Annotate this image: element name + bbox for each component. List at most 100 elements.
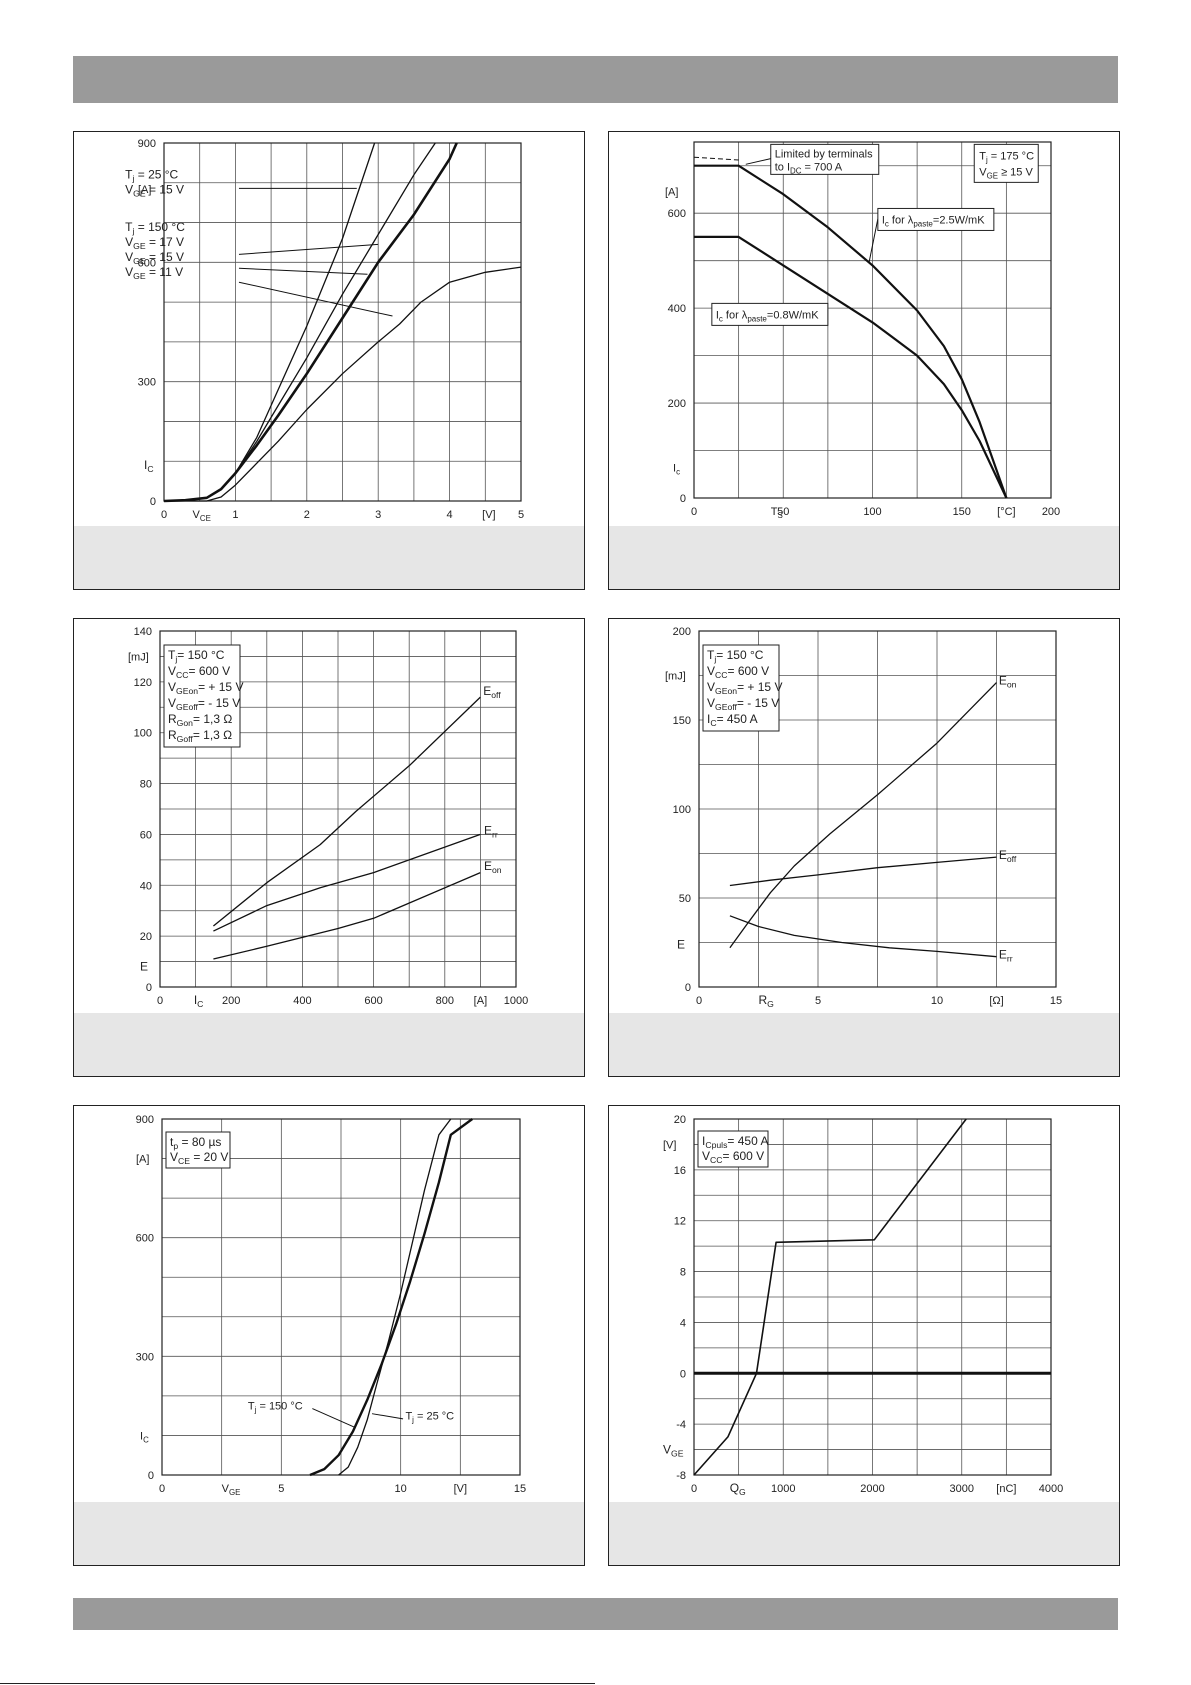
conditions-box-row-5: RGon= 1,3 Ω [168, 712, 232, 728]
y-tick-label: 0 [150, 496, 156, 508]
y-tick-label: 900 [138, 138, 156, 150]
label-tj-150-leader [312, 1408, 356, 1428]
label-tj-150: Tj = 150 °C [248, 1401, 303, 1415]
caption-6 [609, 1502, 1119, 1565]
plot-area [693, 141, 1052, 499]
conditions-box-row-4: VGEoff= - 15 V [707, 696, 779, 712]
series-line-2 [694, 235, 1008, 499]
y-tick-label: 900 [136, 1114, 154, 1126]
conditions-box-row-1: ICpuls= 450 A [702, 1134, 768, 1150]
y-tick-label: 80 [140, 779, 152, 791]
x-tick-label: 200 [222, 995, 240, 1007]
conditions-box-row-3: VGEon= + 15 V [168, 680, 243, 696]
header-bar [73, 56, 1118, 103]
conditions-box-row-2: VCC= 600 V [702, 1149, 764, 1165]
series-line-3 [213, 872, 481, 960]
x-tick-label: 15 [1050, 995, 1062, 1007]
chart-4: 0 50 100 150 200 0 5 10 15 RG [Ω] [mJ] E Tj= 150 °CVC… [665, 626, 1062, 1009]
annotation-150c-row-2: VGE = 17 V [125, 235, 184, 251]
caption-5 [74, 1502, 584, 1565]
chart-2: 0 200 400 600 0 50 100 150 200 TS [°C] [A] Ic Limited… [665, 141, 1060, 520]
x-tick-label: 100 [863, 506, 881, 518]
annotation-25c-row-1: Tj = 25 °C [125, 168, 178, 184]
y-tick-label: 300 [138, 377, 156, 389]
y-axis-unit: [A] [136, 1154, 149, 1166]
y-tick-label: 4 [680, 1317, 686, 1329]
x-tick-label: 0 [161, 509, 167, 521]
y-tick-label: 0 [685, 982, 691, 994]
plot-frame [693, 1118, 1052, 1476]
annotation-conditions-vge: VGE ≥ 15 V [979, 166, 1033, 180]
conditions-box [697, 1130, 769, 1168]
caption-3 [74, 1013, 584, 1076]
plot-area [698, 630, 1057, 988]
x-tick-label: 800 [436, 995, 454, 1007]
annotation-leader-3 [238, 281, 393, 317]
y-axis-label: E [140, 960, 148, 974]
panel-transfer-characteristic: 0 300 600 900 0 5 10 15 VGE [V] [A] IC tp = 80 µs VCE… [73, 1105, 585, 1566]
x-axis-label: IC [194, 993, 204, 1009]
chart-5: 0 300 600 900 0 5 10 15 VGE [V] [A] IC tp = 80 µsVCE… [136, 1114, 526, 1497]
label-eon: Eon [484, 859, 502, 875]
series-line-3 [729, 915, 997, 958]
y-tick-label: 600 [136, 1233, 154, 1245]
y-axis-label: VGE [663, 1443, 684, 1459]
y-axis-label: IC [140, 1430, 149, 1444]
y-tick-label: 120 [134, 677, 152, 689]
caption-2 [609, 526, 1119, 589]
x-axis-label: QG [730, 1481, 746, 1497]
conditions-box-row-6: RGoff= 1,3 Ω [168, 728, 232, 744]
conditions-box-row-2: VCC= 600 V [168, 664, 230, 680]
y-tick-label: 600 [138, 257, 156, 269]
x-tick-label: 5 [815, 995, 821, 1007]
x-axis-unit: [V] [454, 1483, 467, 1495]
footer-bar [73, 1598, 1118, 1630]
x-tick-label: 0 [157, 995, 163, 1007]
x-axis-unit: [V] [482, 509, 495, 521]
label-eon: Eon [999, 674, 1017, 690]
x-tick-label: 10 [931, 995, 943, 1007]
y-axis-unit: [A] [665, 186, 678, 198]
series-line-2 [163, 142, 436, 502]
caption-1 [74, 526, 584, 589]
y-tick-label: -4 [676, 1419, 686, 1431]
y-tick-label: 300 [136, 1351, 154, 1363]
x-tick-label: 3000 [950, 1483, 974, 1495]
x-axis-unit: [°C] [997, 506, 1015, 518]
label-eoff: Eoff [999, 848, 1017, 864]
y-tick-label: 50 [679, 893, 691, 905]
y-tick-label: 150 [673, 715, 691, 727]
x-axis-label: RG [759, 993, 775, 1009]
y-axis-unit: [V] [663, 1139, 676, 1151]
label-eoff: Eoff [483, 684, 501, 700]
x-tick-label: 1 [232, 509, 238, 521]
plot-frame [161, 1118, 521, 1476]
annotation-lambda25-text: Ic for λpaste=2.5W/mK [882, 214, 985, 228]
x-tick-label: 1000 [771, 1483, 795, 1495]
caption-4 [609, 1013, 1119, 1076]
x-tick-label: 600 [364, 995, 382, 1007]
x-tick-label: 0 [691, 1483, 697, 1495]
plot-frame [159, 630, 517, 988]
label-tj-25: Tj = 25 °C [405, 1411, 454, 1425]
panel-output-characteristic: 0 300 600 900 0 1 2 3 4 5 VCE [V] [A] IC Tj = 25 °C VGE… [73, 131, 585, 590]
y-axis-label: Ic [673, 463, 680, 477]
y-tick-label: 140 [134, 626, 152, 638]
y-tick-label: 16 [674, 1165, 686, 1177]
series-line-1 [212, 696, 481, 927]
dashed-terminal-limit [693, 156, 739, 161]
annotation-leader-2 [238, 267, 368, 275]
conditions-box-row-1: tp = 80 µs [170, 1135, 221, 1151]
x-axis-unit: [nC] [996, 1483, 1016, 1495]
x-axis-label: TS [771, 506, 783, 520]
panel-switching-energy-vs-current: 0 20 40 60 80 100 120 140 0 200 400 600 800 1000 IC [A]… [73, 618, 585, 1077]
y-axis-unit: [A] [138, 184, 151, 196]
y-tick-label: 100 [134, 728, 152, 740]
x-tick-label: 2000 [860, 1483, 884, 1495]
y-tick-label: 200 [673, 626, 691, 638]
series-line-1 [694, 164, 1008, 499]
annotation-conditions-box [973, 143, 1039, 183]
plot-area [693, 1118, 1052, 1476]
y-tick-label: 100 [673, 804, 691, 816]
